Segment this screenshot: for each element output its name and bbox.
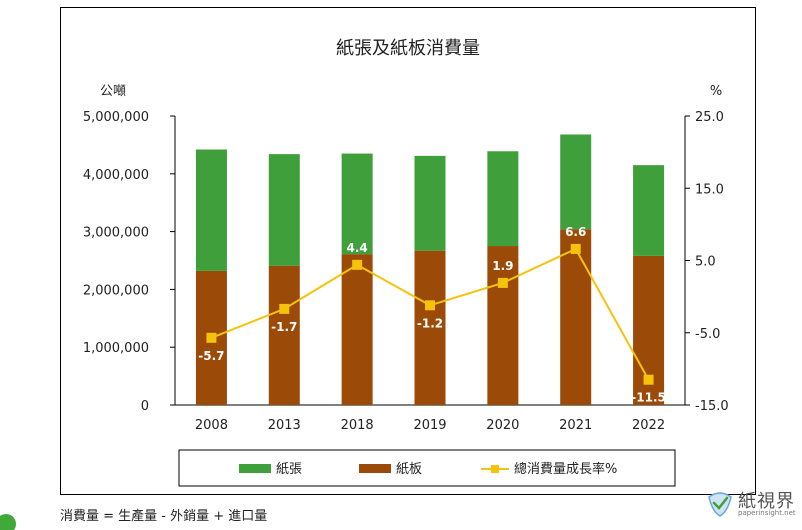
chart-svg: 紙張及紙板消費量 公噸 % 0 1,000,000 2,000,000 3,000,0… bbox=[83, 38, 729, 487]
growth-rate-marker bbox=[643, 374, 654, 385]
legend-swatch-paper bbox=[239, 464, 271, 473]
bar-board bbox=[341, 254, 373, 405]
paperinsight-logo: 紙視界 paperinsight.net bbox=[700, 483, 800, 523]
growth-rate-data-label: 6.6 bbox=[565, 225, 586, 239]
growth-rate-marker bbox=[570, 243, 581, 254]
left-tick-label: 2,000,000 bbox=[83, 283, 149, 298]
bar-paper bbox=[341, 153, 373, 255]
bar-board bbox=[414, 250, 446, 405]
bar-paper bbox=[560, 134, 592, 230]
chart-frame: 紙張及紙板消費量 公噸 % 0 1,000,000 2,000,000 3,000,0… bbox=[60, 7, 756, 495]
left-tick-label: 1,000,000 bbox=[83, 341, 149, 356]
growth-rate-marker bbox=[279, 303, 290, 314]
x-tick-label: 2022 bbox=[632, 418, 665, 433]
growth-rate-data-label: -1.7 bbox=[271, 320, 297, 334]
corner-decoration-icon bbox=[0, 514, 16, 530]
x-tick-label: 2018 bbox=[341, 418, 374, 433]
bar-paper bbox=[414, 155, 446, 251]
bar-board bbox=[487, 246, 519, 405]
left-tick-label: 3,000,000 bbox=[83, 226, 149, 241]
x-tick-label: 2008 bbox=[195, 418, 228, 433]
growth-rate-data-label: 4.4 bbox=[347, 241, 368, 255]
bar-board bbox=[560, 229, 592, 405]
growth-rate-data-label: -1.2 bbox=[417, 316, 443, 330]
left-tick-label: 0 bbox=[141, 399, 149, 414]
logo-name: 紙視界 bbox=[738, 491, 795, 512]
legend-label-growth: 總消費量成長率% bbox=[514, 461, 617, 477]
logo-url: paperinsight.net bbox=[738, 509, 796, 517]
growth-rate-marker bbox=[425, 300, 435, 311]
x-tick-label: 2021 bbox=[559, 418, 592, 433]
footnote: 消費量 = 生產量 - 外銷量 + 進口量 bbox=[60, 509, 268, 524]
x-tick-label: 2013 bbox=[268, 418, 301, 433]
right-axis-unit: % bbox=[710, 84, 722, 99]
logo-mark-icon bbox=[708, 492, 732, 517]
growth-rate-marker bbox=[352, 259, 363, 270]
bar-board bbox=[268, 265, 300, 405]
left-tick-label: 4,000,000 bbox=[83, 168, 149, 183]
x-tick-label: 2019 bbox=[413, 418, 446, 433]
right-tick-label: 5.0 bbox=[695, 255, 716, 270]
left-tick-label: 5,000,000 bbox=[83, 110, 149, 125]
legend: 紙張 紙板 總消費量成長率% bbox=[178, 449, 676, 487]
bar-paper bbox=[268, 154, 300, 266]
bar-paper bbox=[633, 165, 665, 256]
growth-rate-data-label: -11.5 bbox=[631, 391, 666, 405]
growth-rate-data-label: 1.9 bbox=[492, 259, 513, 273]
legend-swatch-board bbox=[359, 464, 391, 473]
bar-paper bbox=[195, 149, 227, 271]
x-tick-label: 2020 bbox=[486, 418, 519, 433]
right-tick-label: -5.0 bbox=[695, 327, 720, 342]
growth-rate-data-label: -5.7 bbox=[198, 349, 224, 363]
right-tick-label: 15.0 bbox=[695, 182, 724, 197]
growth-rate-marker bbox=[497, 277, 508, 288]
growth-rate-marker bbox=[206, 332, 217, 343]
legend-label-paper: 紙張 bbox=[276, 462, 302, 477]
legend-label-board: 紙板 bbox=[396, 462, 422, 477]
right-tick-label: 25.0 bbox=[695, 110, 724, 125]
legend-swatch-growth-marker bbox=[491, 465, 499, 473]
chart-title: 紙張及紙板消費量 bbox=[336, 38, 480, 59]
left-axis-unit: 公噸 bbox=[100, 84, 126, 99]
bar-paper bbox=[487, 151, 519, 247]
right-tick-label: -15.0 bbox=[695, 399, 729, 414]
plot-area: 0 1,000,000 2,000,000 3,000,000 4,000,000 5,0… bbox=[83, 110, 729, 433]
